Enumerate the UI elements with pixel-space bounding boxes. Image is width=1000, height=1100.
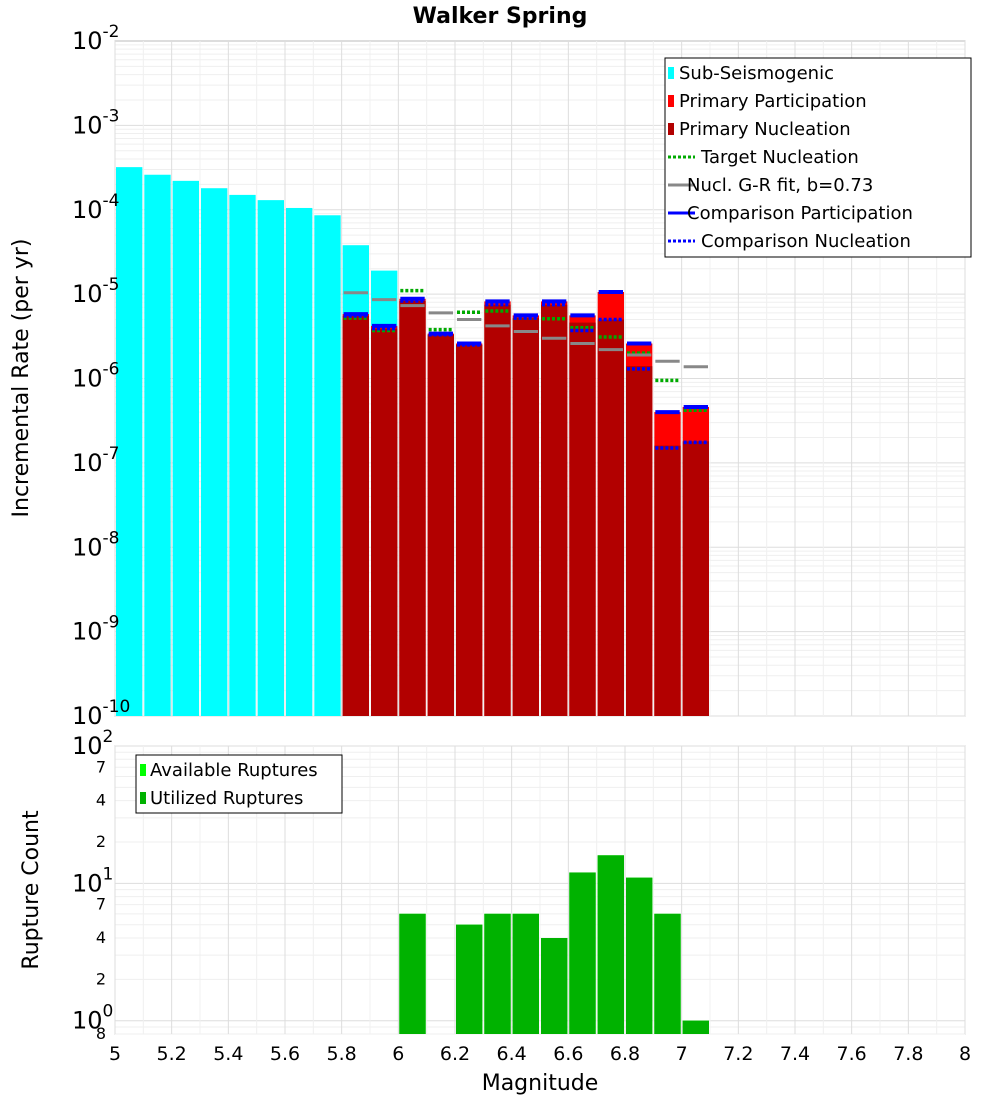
x-tick-label: 7.6 [837,1043,867,1065]
rupture-legend: Available Ruptures Utilized Ruptures [135,754,343,814]
utilized-ruptures-legend-swatch [140,792,146,804]
chart-title: Walker Spring [413,4,588,29]
primary-nucleation-bar [512,318,539,716]
x-tick-label: 8 [959,1043,971,1065]
rate-y-tick-label: 10-8 [72,528,120,561]
rate-y-tick-label: 10-2 [72,22,120,55]
rupture-bars [399,855,709,1034]
primary-nucleation-legend-swatch [668,123,674,135]
primary-nucleation-bar [399,300,426,716]
comparison-nucleation-legend-label: Comparison Nucleation [701,231,911,252]
x-tick-label: 6.8 [610,1043,640,1065]
x-tick-label: 6.6 [553,1043,583,1065]
utilized-ruptures-bar [626,877,653,1034]
rate-legend: Sub-Seismogenic Primary Participation Prim… [664,57,972,258]
rate-y-tick-label: 10-5 [72,275,120,308]
sub-seismogenic-bar [229,194,256,716]
sub-seismogenic-bar [257,200,284,716]
rupture-y-tick-label: 4 [96,791,106,810]
x-tick-label: 5.4 [213,1043,243,1065]
sub-seismogenic-bar [201,188,228,717]
available-ruptures-legend-swatch [140,764,146,776]
x-tick-label: 7.8 [893,1043,923,1065]
utilized-ruptures-bar [654,913,681,1034]
rate-line-markers [343,288,708,450]
rupture-y-tick-label: 102 [72,727,113,760]
x-axis-title: Magnitude [482,1071,599,1096]
utilized-ruptures-bar [569,872,596,1034]
rate-y-axis-title: Incremental Rate (per yr) [9,239,34,518]
rate-bars [116,167,709,717]
primary-participation-legend-swatch [668,95,674,107]
x-tick-labels: 5 5.2 5.4 5.6 5.8 6 6.2 6.4 6.6 6.8 7 7.2 7.4 7.6 7.8 8 [109,1043,971,1065]
x-tick-label: 5.2 [157,1043,187,1065]
primary-nucleation-bar [342,316,369,716]
primary-nucleation-bar [427,334,454,716]
utilized-ruptures-legend-label: Utilized Ruptures [150,788,303,809]
x-tick-label: 5 [109,1043,121,1065]
primary-nucleation-bar [371,328,398,716]
utilized-ruptures-bar [456,924,483,1034]
x-tick-label: 7.2 [723,1043,753,1065]
comparison-participation-legend-label: Comparison Participation [687,203,913,224]
rupture-y-tick-label: 8 [96,1024,106,1043]
rupture-y-tick-label: 7 [96,895,106,914]
rate-y-tick-labels: 10-2 10-3 10-4 10-5 10-6 10-7 10-8 10-9 10-10 [72,22,130,730]
x-tick-label: 7.4 [780,1043,810,1065]
utilized-ruptures-bar [512,913,539,1034]
x-tick-label: 7 [676,1043,688,1065]
sub-seismogenic-bar [144,174,171,716]
x-tick-label: 6.2 [440,1043,470,1065]
rate-y-tick-label: 10-4 [72,191,120,224]
rupture-y-tick-label: 2 [96,832,106,851]
rupture-y-tick-label: 2 [96,969,106,988]
rupture-legend-box [135,754,343,814]
rupture-gridlines [114,745,966,1035]
rate-y-tick-label: 10-6 [72,360,120,393]
utilized-ruptures-bar [682,1020,709,1034]
primary-nucleation-bar [682,441,709,716]
target-nucleation-legend-label: Target Nucleation [700,147,859,168]
primary-nucleation-bar [541,304,568,716]
rupture-y-tick-label: 7 [96,757,106,776]
sub-seismogenic-legend-swatch [668,67,674,79]
utilized-ruptures-bar [399,913,426,1034]
primary-nucleation-bar [456,344,483,716]
rate-y-tick-label: 10-9 [72,613,120,646]
x-tick-label: 5.6 [270,1043,300,1065]
rate-legend-box [664,57,972,258]
available-ruptures-legend-label: Available Ruptures [150,760,318,781]
rupture-y-tick-label: 4 [96,928,106,947]
utilized-ruptures-bar [484,913,511,1034]
rate-y-tick-label: 10-3 [72,106,120,139]
x-tick-label: 6.4 [497,1043,527,1065]
sub-seismogenic-bar [116,167,143,716]
primary-nucleation-bar [626,366,653,716]
primary-nucleation-bar [654,445,681,716]
rate-panel: 10-2 10-3 10-4 10-5 10-6 10-7 10-8 10-9 10-10 In… [9,22,972,730]
rate-y-tick-label: 10-10 [72,697,130,730]
utilized-ruptures-bar [541,938,568,1034]
sub-seismogenic-bar [286,207,313,716]
primary-participation-legend-label: Primary Participation [679,91,867,112]
primary-nucleation-bar [569,322,596,716]
x-tick-label: 6 [392,1043,404,1065]
nucl-g-r-fit-b-0-73-legend-label: Nucl. G-R fit, b=0.73 [687,175,873,196]
primary-nucleation-bar [597,319,624,716]
rupture-y-tick-label: 101 [72,864,113,897]
sub-seismogenic-bar [314,215,341,717]
rupture-y-tick-label: 100 [72,1002,113,1035]
x-tick-label: 5.8 [327,1043,357,1065]
sub-seismogenic-legend-label: Sub-Seismogenic [679,63,834,84]
primary-nucleation-legend-label: Primary Nucleation [679,119,851,140]
sub-seismogenic-bar [172,180,199,716]
primary-nucleation-bar [484,304,511,716]
rate-y-tick-label: 10-7 [72,444,120,477]
rupture-y-axis-title: Rupture Count [19,810,44,970]
utilized-ruptures-bar [597,855,624,1034]
